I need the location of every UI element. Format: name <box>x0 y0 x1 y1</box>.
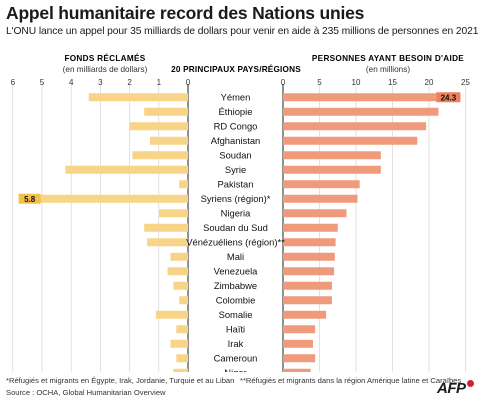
funds-bar-colombie <box>179 296 188 305</box>
left-tick-label: 6 <box>11 78 16 87</box>
funds-bar-venezueliens-region <box>147 238 188 247</box>
people-bar-cameroun <box>283 354 316 363</box>
left-tick-label: 3 <box>98 78 103 87</box>
people-bar-syriens-region <box>283 194 358 203</box>
left-tick-label: 1 <box>157 78 162 87</box>
funds-bar-rd-congo <box>129 122 188 131</box>
people-bar-ethiopie <box>283 107 439 116</box>
funds-bar-nigeria <box>158 209 188 218</box>
category-label-soudan: Soudan <box>219 150 251 161</box>
category-label-colombie: Colombie <box>216 295 256 306</box>
people-bar-rd-congo <box>283 122 427 131</box>
afp-logo-dot <box>466 380 474 387</box>
category-label-irak: Irak <box>228 338 244 349</box>
right-tick-label: 15 <box>388 78 397 87</box>
funds-bar-pakistan <box>179 180 188 189</box>
funds-bar-afghanistan <box>150 136 188 145</box>
funds-data-label-bg <box>18 193 41 204</box>
afp-logo-text: AFP <box>437 380 466 397</box>
category-label-haiti: Haïti <box>226 324 245 335</box>
category-label-afghanistan: Afghanistan <box>211 135 261 146</box>
funds-bar-haiti <box>176 325 188 334</box>
category-label-somalie: Somalie <box>219 309 253 320</box>
category-label-yemen: Yémen <box>221 92 251 103</box>
funds-bar-niger <box>173 368 188 372</box>
people-bar-pakistan <box>283 180 360 189</box>
people-bar-mali <box>283 252 335 261</box>
people-bar-venezueliens-region <box>283 238 336 247</box>
category-label-cameroun: Cameroun <box>214 353 258 364</box>
right-chart-title: Personnes ayant besoin d'aide <box>312 54 464 63</box>
people-bar-irak <box>283 339 313 348</box>
afp-logo: AFP <box>437 380 474 397</box>
category-label-ethiopie: Éthiopie <box>219 106 253 117</box>
category-label-venezueliens-region: Vénézuéliens (région)** <box>186 237 285 248</box>
chart-title: Appel humanitaire record des Nations uni… <box>6 3 365 23</box>
people-data-label-bg <box>436 92 461 103</box>
people-bar-soudan <box>283 151 381 160</box>
funds-bar-syriens-region <box>18 194 188 203</box>
funds-bar-zimbabwe <box>173 281 188 290</box>
funds-bar-ethiopie <box>144 107 188 116</box>
funds-bar-cameroun <box>176 354 188 363</box>
right-tick-label: 5 <box>317 78 322 87</box>
people-bar-syrie <box>283 165 381 174</box>
source-note: Source : OCHA, Global Humanitarian Overv… <box>6 388 166 397</box>
left-tick-label: 0 <box>186 78 191 87</box>
funds-bar-somalie <box>155 310 188 319</box>
center-header: 20 principaux pays/régions <box>171 64 301 74</box>
people-bar-niger <box>283 368 311 372</box>
people-bar-venezuela <box>283 267 335 276</box>
left-chart-title: Fonds réclamés <box>64 53 145 63</box>
category-label-soudan-du-sud: Soudan du Sud <box>203 222 268 233</box>
category-label-rd-congo: RD Congo <box>214 121 258 132</box>
footnote-left: *Réfugiés et migrants en Égypte, Irak, J… <box>6 376 235 385</box>
people-bar-soudan-du-sud <box>283 223 338 232</box>
right-unit-label: (en millions) <box>366 65 410 74</box>
category-label-syriens-region: Syriens (région)* <box>201 193 271 204</box>
right-tick-label: 10 <box>352 78 361 87</box>
left-unit-label: (en milliards de dollars) <box>63 65 148 74</box>
people-bar-haiti <box>283 325 316 334</box>
people-bar-nigeria <box>283 209 347 218</box>
left-tick-label: 2 <box>127 78 132 87</box>
category-label-venezuela: Venezuela <box>214 266 259 277</box>
funds-data-label: 5.8 <box>24 195 36 204</box>
people-bar-somalie <box>283 310 327 319</box>
funds-bar-yemen <box>88 93 188 102</box>
people-data-label: 24.3 <box>441 93 457 102</box>
people-bar-afghanistan <box>283 136 418 145</box>
category-label-syrie: Syrie <box>225 164 246 175</box>
people-bar-colombie <box>283 296 332 305</box>
category-label-mali: Mali <box>227 251 244 262</box>
people-bar-yemen <box>283 93 461 102</box>
funds-bar-irak <box>170 339 188 348</box>
people-bar-zimbabwe <box>283 281 332 290</box>
funds-bar-venezuela <box>167 267 188 276</box>
dual-bar-chart: Fonds réclamés (en milliards de dollars)… <box>11 53 470 372</box>
right-tick-label: 20 <box>425 78 434 87</box>
category-label-niger: Niger <box>224 367 246 372</box>
right-tick-label: 25 <box>461 78 470 87</box>
category-label-nigeria: Nigeria <box>221 208 251 219</box>
chart-subtitle: L'ONU lance un appel pour 35 milliards d… <box>6 26 479 37</box>
category-label-pakistan: Pakistan <box>218 179 254 190</box>
footnote-right: **Réfugiés et migrants dans la région Am… <box>240 376 462 385</box>
funds-bar-syrie <box>65 165 188 174</box>
funds-bar-soudan-du-sud <box>144 223 188 232</box>
left-tick-label: 5 <box>40 78 45 87</box>
funds-bar-soudan <box>132 151 188 160</box>
left-tick-label: 4 <box>69 78 74 87</box>
right-tick-label: 0 <box>281 78 286 87</box>
category-label-zimbabwe: Zimbabwe <box>214 280 257 291</box>
funds-bar-mali <box>170 252 188 261</box>
